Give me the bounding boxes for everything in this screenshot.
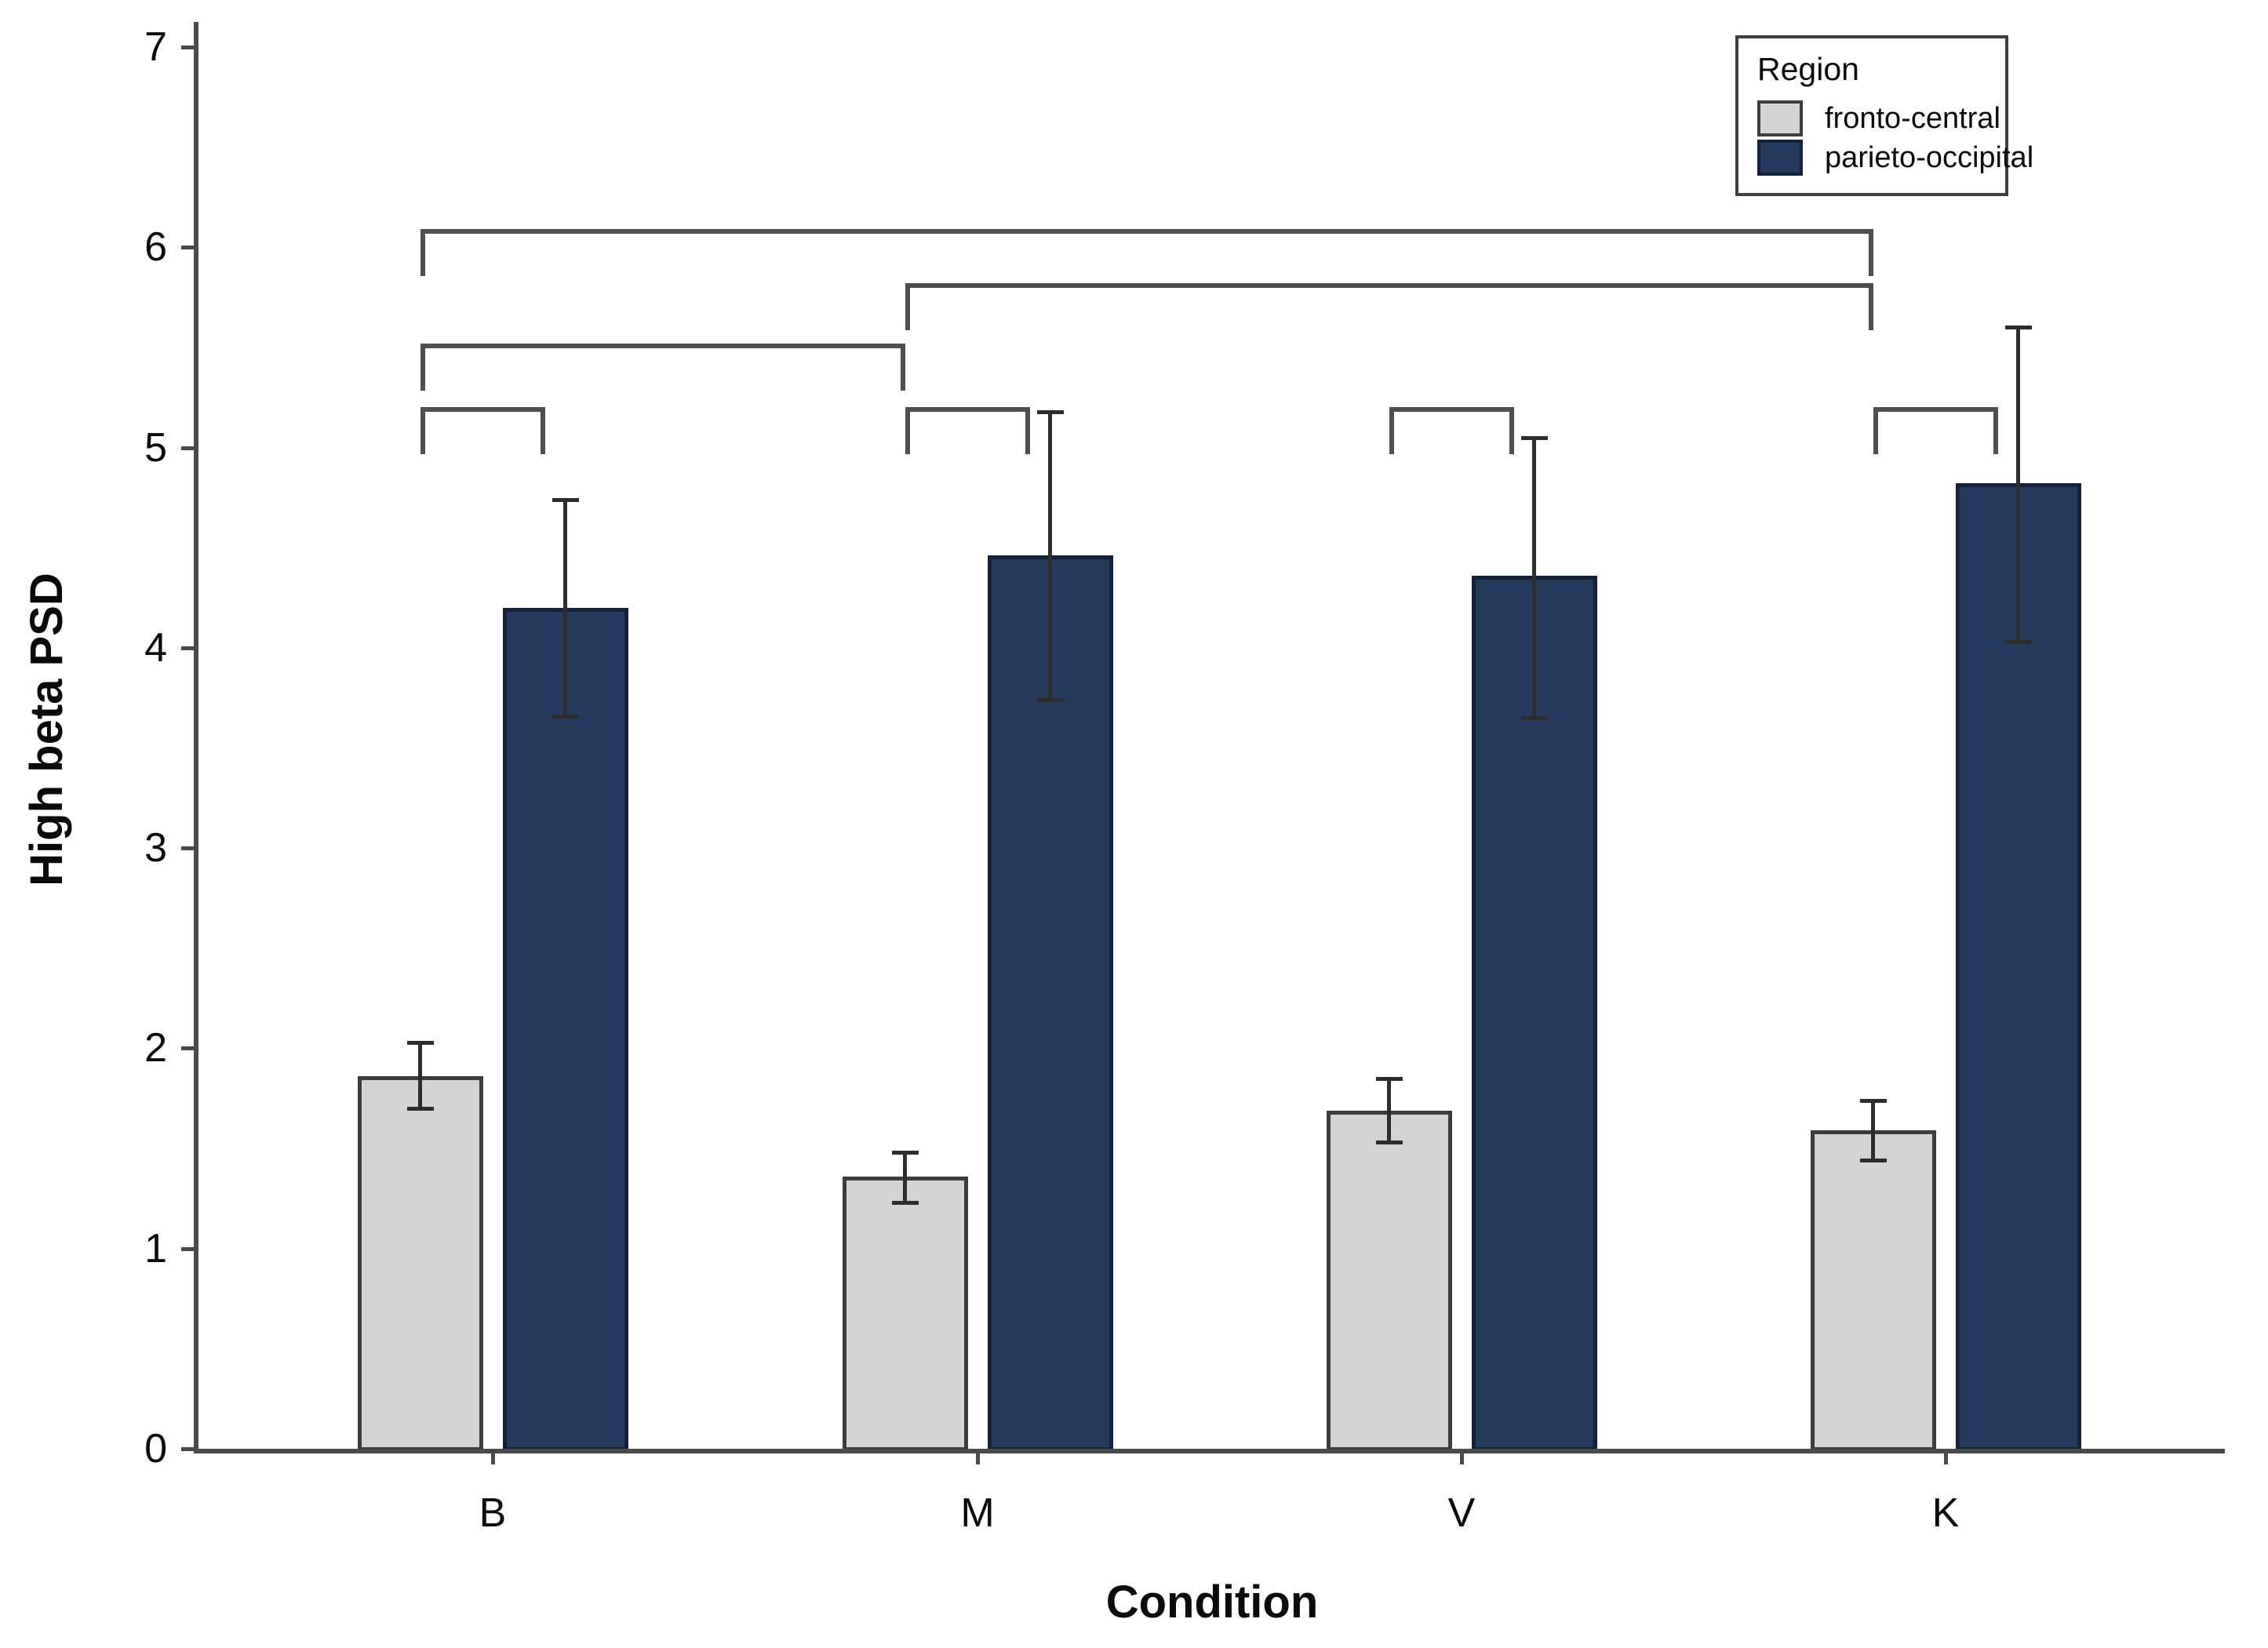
legend: Region fronto-central parieto-occipital bbox=[1735, 35, 2033, 196]
x-tick-label-K: K bbox=[1931, 1490, 1960, 1536]
legend-item-parieto-occipital: parieto-occipital bbox=[1757, 138, 2033, 177]
significance-bracket-arm bbox=[1509, 407, 1514, 455]
x-tick-label-V: V bbox=[1447, 1490, 1476, 1536]
error-bar bbox=[1871, 1100, 1875, 1161]
x-axis-tick bbox=[491, 1453, 495, 1464]
significance-bracket-arm bbox=[1873, 407, 1878, 455]
bar-fronto-central-M bbox=[842, 1176, 968, 1451]
x-axis-title: Condition bbox=[1105, 1577, 1319, 1628]
legend-label-parieto-occipital: parieto-occipital bbox=[1825, 140, 2034, 174]
x-axis-tick bbox=[1460, 1453, 1464, 1464]
significance-bracket bbox=[905, 283, 1873, 289]
y-tick-label: 2 bbox=[144, 1025, 167, 1071]
y-tick-label: 5 bbox=[144, 424, 167, 471]
error-bar-cap bbox=[891, 1151, 919, 1155]
significance-bracket-arm bbox=[1389, 407, 1394, 455]
x-tick-label-B: B bbox=[479, 1490, 507, 1536]
error-bar bbox=[1387, 1078, 1391, 1143]
legend-swatch-parieto-occipital bbox=[1757, 140, 1803, 176]
error-bar-cap bbox=[552, 714, 579, 718]
error-bar bbox=[563, 499, 567, 716]
significance-bracket bbox=[905, 407, 1030, 413]
y-tick-label: 1 bbox=[144, 1225, 167, 1271]
significance-bracket-arm bbox=[420, 229, 425, 277]
significance-bracket-arm bbox=[540, 407, 545, 455]
y-axis-tick bbox=[181, 1046, 194, 1051]
error-bar bbox=[2016, 327, 2020, 642]
legend-swatch-fronto-central bbox=[1757, 100, 1803, 136]
error-bar-cap bbox=[1520, 435, 1548, 440]
significance-bracket bbox=[420, 407, 545, 413]
error-bar-cap bbox=[2004, 326, 2032, 330]
bar-parieto-occipital-B bbox=[502, 607, 628, 1451]
significance-bracket-arm bbox=[1025, 407, 1030, 455]
y-axis-tick bbox=[181, 45, 194, 49]
legend-label-fronto-central: fronto-central bbox=[1825, 101, 2000, 135]
significance-bracket-arm bbox=[1993, 407, 1998, 455]
error-bar bbox=[1532, 437, 1536, 718]
error-bar-cap bbox=[2004, 640, 2032, 645]
y-axis-tick bbox=[181, 846, 194, 851]
error-bar-cap bbox=[406, 1040, 434, 1045]
y-axis-tick bbox=[181, 446, 194, 450]
significance-bracket bbox=[1873, 407, 1998, 413]
y-axis-title: High beta PSD bbox=[21, 573, 72, 886]
error-bar bbox=[1048, 411, 1052, 700]
y-tick-label: 7 bbox=[144, 24, 167, 70]
error-bar-cap bbox=[1859, 1098, 1887, 1103]
significance-bracket bbox=[420, 343, 905, 348]
significance-bracket-arm bbox=[1868, 283, 1873, 331]
error-bar-cap bbox=[891, 1200, 919, 1205]
x-axis-tick bbox=[1944, 1453, 1948, 1464]
error-bar-cap bbox=[1859, 1159, 1887, 1163]
y-axis-tick bbox=[181, 646, 194, 650]
significance-bracket bbox=[1389, 407, 1514, 413]
bar-parieto-occipital-M bbox=[987, 555, 1113, 1451]
significance-bracket-arm bbox=[900, 343, 905, 391]
bar-parieto-occipital-V bbox=[1471, 575, 1597, 1451]
legend-title: Region bbox=[1757, 51, 1859, 87]
y-tick-label: 4 bbox=[144, 624, 167, 671]
error-bar-cap bbox=[552, 497, 579, 502]
significance-bracket bbox=[420, 229, 1873, 235]
y-tick-label: 3 bbox=[144, 825, 167, 871]
significance-bracket-arm bbox=[420, 343, 425, 391]
legend-item-fronto-central: fronto-central bbox=[1757, 99, 2000, 138]
y-tick-label: 0 bbox=[144, 1426, 167, 1472]
y-axis-tick bbox=[181, 246, 194, 250]
significance-bracket-arm bbox=[420, 407, 425, 455]
bar-fronto-central-B bbox=[357, 1076, 483, 1451]
y-axis-line bbox=[194, 22, 198, 1453]
bar-fronto-central-K bbox=[1810, 1130, 1936, 1451]
error-bar-cap bbox=[406, 1106, 434, 1111]
error-bar bbox=[903, 1152, 907, 1202]
significance-bracket-arm bbox=[1868, 229, 1873, 277]
y-axis-tick bbox=[181, 1246, 194, 1251]
error-bar-cap bbox=[1375, 1076, 1403, 1081]
error-bar-cap bbox=[1036, 409, 1064, 414]
x-axis-tick bbox=[976, 1453, 980, 1464]
significance-bracket-arm bbox=[905, 407, 910, 455]
error-bar-cap bbox=[1375, 1141, 1403, 1145]
x-tick-label-M: M bbox=[960, 1490, 995, 1536]
error-bar bbox=[418, 1042, 422, 1108]
error-bar-cap bbox=[1036, 698, 1064, 703]
error-bar-cap bbox=[1520, 716, 1548, 721]
bar-fronto-central-V bbox=[1326, 1110, 1452, 1451]
x-axis-line bbox=[194, 1449, 2225, 1453]
significance-bracket-arm bbox=[905, 283, 910, 331]
y-tick-label: 6 bbox=[144, 224, 167, 271]
y-axis-tick bbox=[181, 1447, 194, 1451]
